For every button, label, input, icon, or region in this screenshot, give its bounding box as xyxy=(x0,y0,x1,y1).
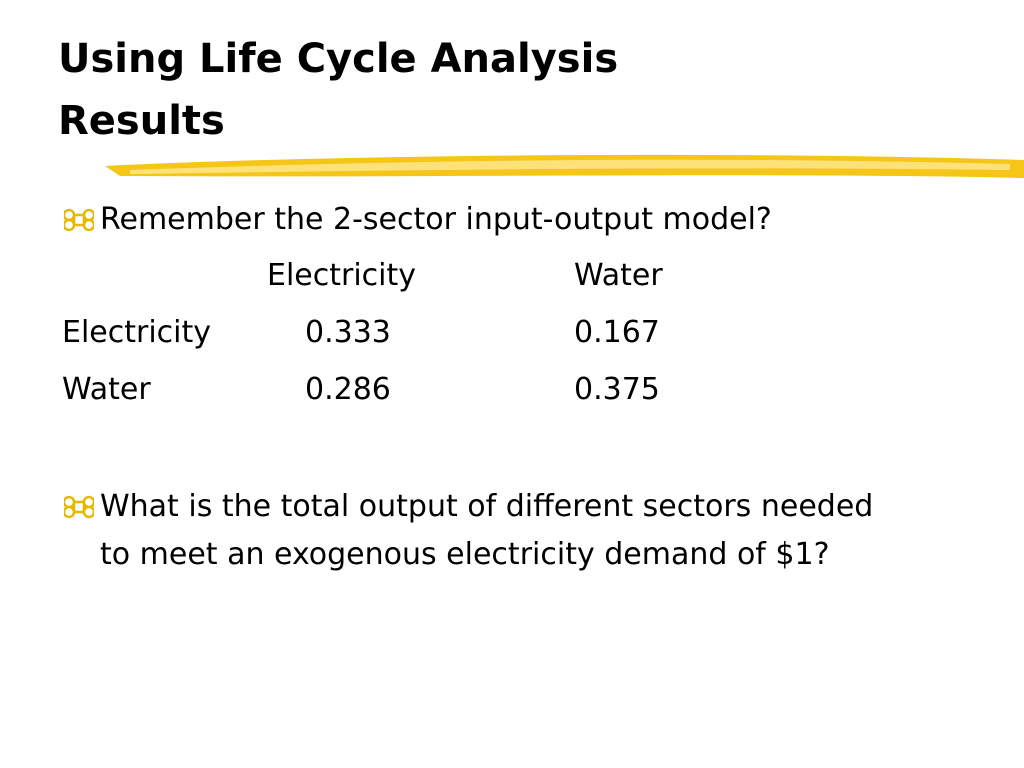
title-underline xyxy=(105,154,1024,178)
table-header: Water xyxy=(574,258,663,293)
table-cell: 0.167 xyxy=(574,315,660,350)
table-cell: 0.375 xyxy=(574,372,660,407)
row-label: Electricity xyxy=(62,315,212,350)
row-label: Water xyxy=(62,372,151,407)
bullet-icon xyxy=(64,495,94,519)
table-cell: 0.286 xyxy=(305,372,391,407)
bullet-text: Remember the 2-sector input-output model… xyxy=(100,202,772,237)
table-header: Electricity xyxy=(267,258,417,293)
bullet-icon xyxy=(64,208,94,232)
table-cell: 0.333 xyxy=(305,315,391,350)
slide-title: Using Life Cycle Analysis Results xyxy=(58,36,619,144)
bullet-text: What is the total output of different se… xyxy=(100,489,874,572)
